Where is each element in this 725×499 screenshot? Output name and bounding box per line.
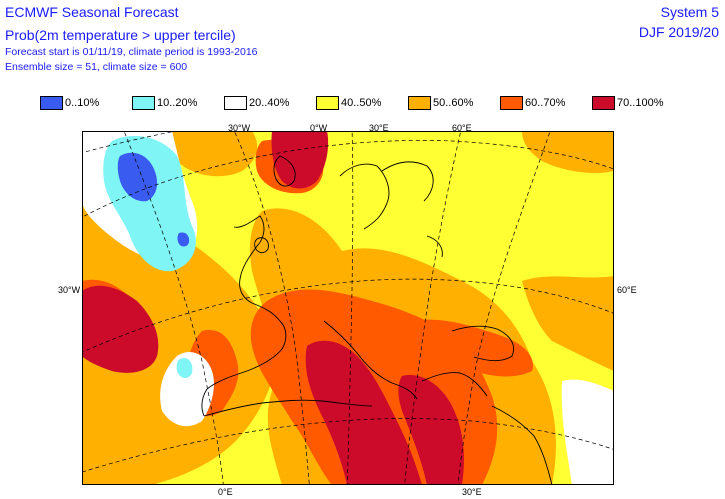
legend-label: 40..50% — [341, 97, 382, 109]
map-subtitle: Prob(2m temperature > upper tercile) — [5, 27, 236, 43]
probability-map — [82, 131, 614, 485]
axis-label-bottom: 30°E — [462, 487, 482, 497]
coastlines — [201, 155, 553, 485]
season-label: DJF 2019/20 — [638, 24, 719, 40]
legend-swatch — [132, 96, 155, 110]
legend-item: 60..70% — [500, 95, 565, 111]
axis-label-top: 0°W — [310, 123, 328, 133]
graticule — [82, 131, 614, 485]
axis-label-top: 30°W — [228, 123, 251, 133]
legend-item: 10..20% — [132, 95, 197, 111]
legend-swatch — [408, 96, 431, 110]
legend-item: 70..100% — [592, 95, 663, 111]
legend-swatch — [316, 96, 339, 110]
legend-item: 0..10% — [40, 95, 99, 111]
ensemble-info: Ensemble size = 51, climate size = 600 — [5, 61, 188, 73]
color-legend: 0..10% 10..20% 20..40% 40..50% 50..60% 6… — [40, 95, 680, 111]
axis-label-top: 30°E — [369, 123, 389, 133]
map-frame — [82, 131, 614, 485]
legend-label: 0..10% — [65, 97, 100, 109]
legend-label: 10..20% — [157, 97, 198, 109]
legend-swatch — [40, 96, 63, 110]
map-title: ECMWF Seasonal Forecast — [5, 4, 179, 20]
legend-label: 70..100% — [617, 97, 664, 109]
legend-swatch — [224, 96, 247, 110]
legend-label: 20..40% — [249, 97, 290, 109]
prob-0-10-areas — [117, 152, 190, 247]
legend-label: 60..70% — [525, 97, 566, 109]
legend-swatch — [500, 96, 523, 110]
axis-label-top: 60°E — [452, 123, 472, 133]
forecast-info: Forecast start is 01/11/19, climate peri… — [5, 46, 258, 58]
axis-label-left: 30°W — [58, 285, 81, 295]
legend-item: 20..40% — [224, 95, 289, 111]
legend-item: 50..60% — [408, 95, 473, 111]
axis-label-right: 60°E — [617, 285, 637, 295]
legend-item: 40..50% — [316, 95, 381, 111]
legend-swatch — [592, 96, 615, 110]
prob-70-100-areas — [82, 131, 464, 485]
system-label: System 5 — [660, 4, 719, 20]
axis-label-bottom: 0°E — [218, 487, 233, 497]
legend-label: 50..60% — [433, 97, 474, 109]
